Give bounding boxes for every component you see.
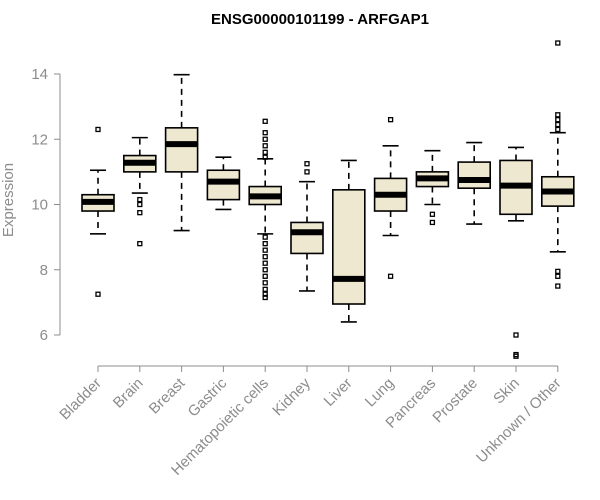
outlier-point	[137, 201, 143, 208]
box-iqr	[331, 189, 366, 305]
outlier-point	[262, 136, 268, 142]
outlier-point	[262, 254, 268, 260]
x-tick-label: Liver	[321, 375, 356, 410]
y-tick-label: 14	[31, 66, 48, 83]
outlier-point	[262, 247, 268, 253]
outlier-point	[304, 169, 310, 175]
x-tick-label: Skin	[490, 375, 523, 408]
outlier-point	[387, 273, 394, 279]
box-iqr	[290, 221, 324, 255]
box-group-pancreas	[415, 149, 450, 226]
outlier-point	[555, 126, 561, 133]
outlier-point	[429, 219, 436, 226]
box-group-brain	[123, 136, 157, 247]
outlier-point	[137, 240, 143, 247]
x-tick-label: Brain	[110, 375, 147, 412]
chart-title: ENSG00000101199 - ARFGAP1	[211, 11, 429, 28]
outlier-point	[513, 353, 519, 359]
outlier-point	[513, 332, 519, 338]
box-group-kidney	[290, 161, 324, 292]
y-tick-label: 6	[40, 327, 48, 344]
outlier-point	[555, 40, 561, 46]
box-group-hematopoietic-cells	[248, 118, 282, 301]
outlier-point	[262, 234, 268, 240]
outlier-point	[262, 273, 268, 279]
outlier-point	[262, 294, 268, 301]
box-group-liver	[331, 159, 366, 323]
outlier-point	[555, 117, 561, 123]
y-axis-label: Expression	[0, 163, 17, 237]
outlier-point	[262, 149, 268, 155]
outlier-point	[555, 283, 561, 289]
box-group-gastric	[206, 156, 241, 211]
box-iqr	[206, 169, 241, 201]
outlier-point	[262, 260, 268, 266]
outlier-point	[137, 210, 143, 216]
outlier-point	[555, 268, 561, 275]
x-tick-label: Breast	[146, 374, 189, 417]
box-iqr	[457, 161, 492, 189]
box-group-unknown-other	[540, 40, 575, 289]
box-group-lung	[373, 117, 408, 279]
outlier-point	[262, 291, 268, 297]
outlier-point	[95, 291, 101, 297]
outlier-point	[429, 211, 436, 217]
outlier-point	[137, 196, 143, 203]
box-group-skin	[499, 146, 533, 359]
box-iqr	[164, 127, 199, 173]
outlier-point	[555, 273, 561, 279]
outlier-point	[262, 286, 268, 292]
outlier-point	[555, 112, 561, 118]
outlier-point	[262, 143, 268, 149]
outlier-point	[262, 240, 268, 247]
outlier-point	[262, 280, 268, 286]
outlier-point	[262, 267, 268, 273]
box-group-prostate	[457, 141, 492, 225]
boxes	[81, 40, 575, 359]
outlier-point	[95, 126, 101, 133]
box-group-bladder	[81, 126, 115, 297]
x-tick-label: Kidney	[269, 374, 314, 419]
outlier-point	[387, 117, 394, 123]
y-tick-label: 8	[40, 262, 48, 279]
box-group-breast	[164, 73, 199, 232]
y-tick-label: 10	[31, 197, 48, 214]
x-tick-label: Lung	[362, 375, 398, 411]
x-tick-label: Prostate	[429, 375, 481, 427]
y-tick-label: 12	[31, 131, 48, 148]
outlier-point	[555, 121, 561, 128]
outlier-point	[262, 118, 268, 124]
outlier-point	[262, 130, 268, 136]
outlier-point	[262, 154, 268, 160]
x-tick-label: Bladder	[56, 375, 105, 424]
outlier-point	[304, 161, 310, 167]
